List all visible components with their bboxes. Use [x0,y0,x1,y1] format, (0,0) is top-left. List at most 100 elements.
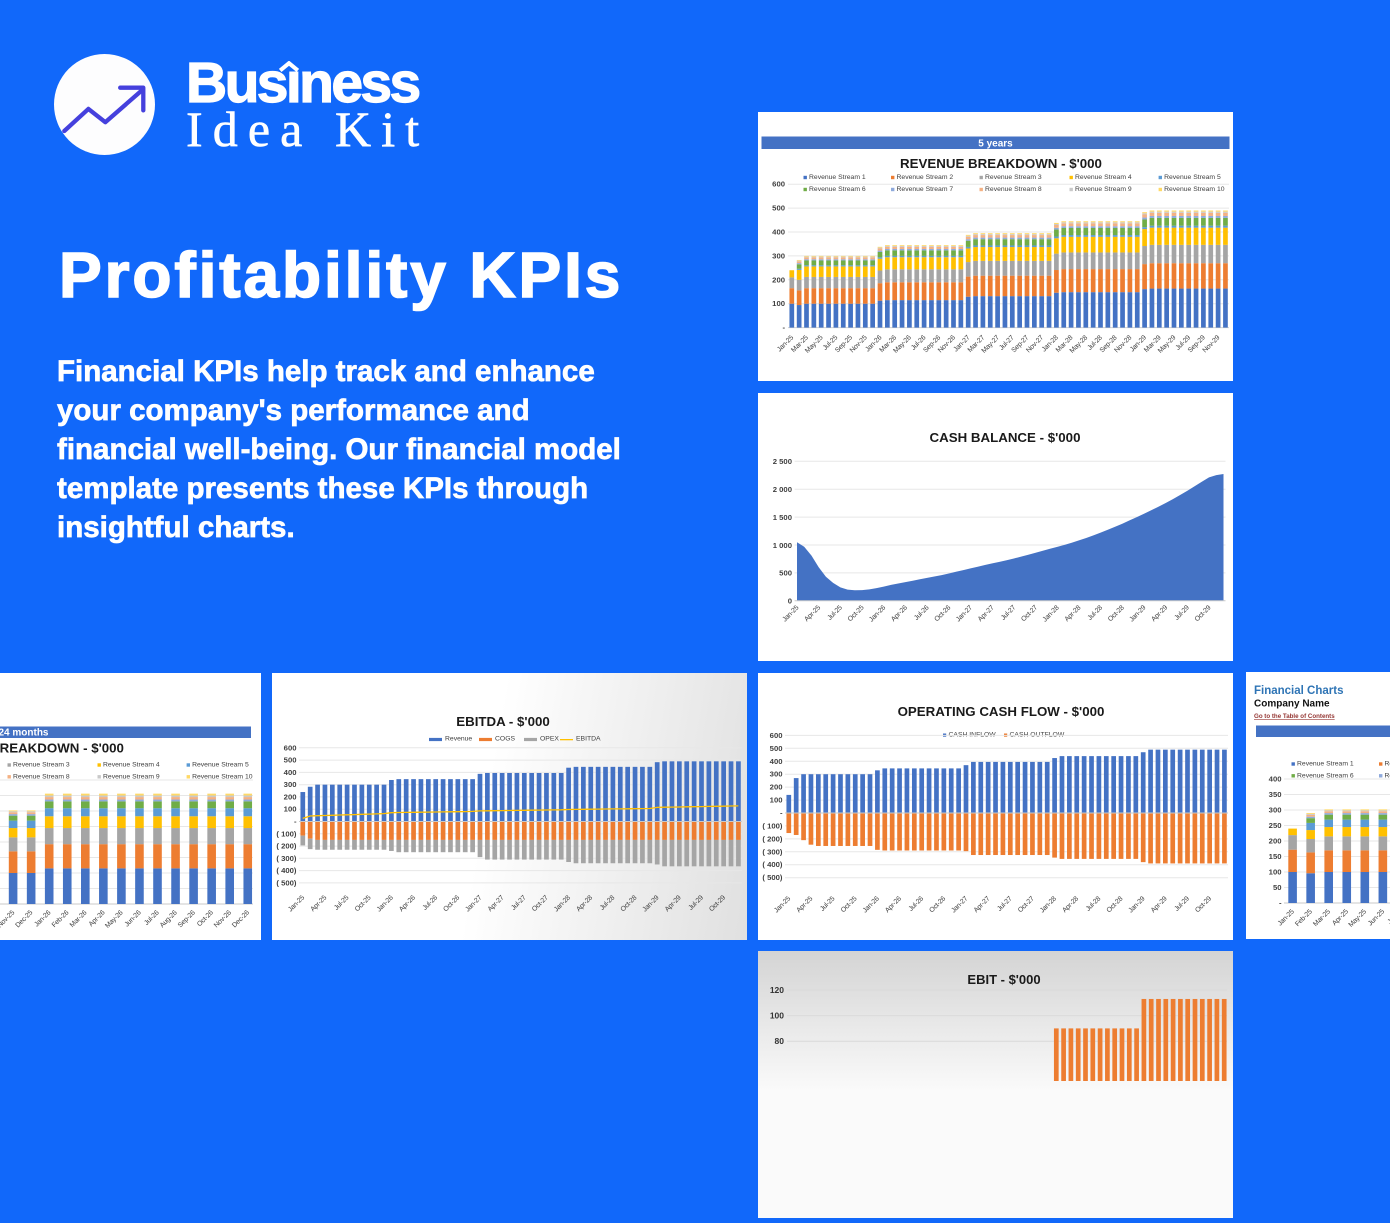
svg-text:120: 120 [770,985,784,995]
svg-text:Apr-29: Apr-29 [1150,604,1169,623]
svg-text:Apr-26: Apr-26 [398,894,417,913]
svg-text:CASH BALANCE - $'000: CASH BALANCE - $'000 [930,430,1081,445]
svg-text:Apr-28: Apr-28 [575,894,594,913]
svg-text:Oct-26: Oct-26 [928,895,947,914]
svg-text:Revenue Stream 8: Revenue Stream 8 [985,186,1042,193]
svg-text:EBITDA - $'000: EBITDA - $'000 [456,714,550,729]
svg-text:Revenue Stream 8: Revenue Stream 8 [13,773,70,780]
svg-text:400: 400 [1269,774,1282,783]
svg-text:Jun-25: Jun-25 [1367,908,1386,927]
svg-text:300: 300 [1269,805,1282,814]
svg-text:Oct-26: Oct-26 [196,909,215,928]
svg-text:Apr-29: Apr-29 [1150,895,1169,914]
svg-text:600: 600 [770,730,783,739]
svg-text:Oct-28: Oct-28 [1106,895,1125,914]
svg-text:100: 100 [770,795,783,804]
svg-text:Oct-25: Oct-25 [847,604,866,623]
svg-text:Jul-27: Jul-27 [1000,604,1018,622]
svg-text:Revenue Stream 9: Revenue Stream 9 [103,773,160,780]
svg-text:Nov-25: Nov-25 [0,909,16,929]
svg-text:Jul-26: Jul-26 [422,894,440,912]
svg-text:Oct-28: Oct-28 [1107,604,1126,623]
svg-text:Jan-26: Jan-26 [33,909,52,928]
svg-text:-: - [294,817,297,826]
svg-text:200: 200 [772,275,785,284]
svg-text:-: - [780,808,783,817]
svg-text:Revenue: Revenue [445,735,472,742]
svg-text:250: 250 [1269,821,1282,830]
svg-text:150: 150 [1269,852,1282,861]
svg-text:( 400): ( 400) [276,866,297,875]
svg-text:Apr-26: Apr-26 [884,895,903,914]
svg-text:Jan-25: Jan-25 [287,894,306,913]
svg-text:Sep-26: Sep-26 [177,909,197,929]
svg-text:Revenue Stream 3: Revenue Stream 3 [13,761,70,768]
svg-text:Jan-26: Jan-26 [868,604,887,623]
svg-text:REVENUE BREAKDOWN - $'000: REVENUE BREAKDOWN - $'000 [900,156,1102,171]
svg-text:Revenue Stream 10: Revenue Stream 10 [192,773,253,780]
svg-text:300: 300 [772,251,785,260]
svg-text:( 100): ( 100) [762,821,783,830]
svg-text:400: 400 [770,756,783,765]
svg-text:5 years: 5 years [978,138,1013,149]
svg-text:Dec-25: Dec-25 [14,909,34,929]
svg-text:Oct-27: Oct-27 [1017,895,1036,914]
svg-text:Jul-27: Jul-27 [996,895,1014,913]
svg-text:500: 500 [779,568,792,577]
svg-text:2 000: 2 000 [773,485,792,494]
svg-text:EBITDA: EBITDA [576,735,601,742]
svg-text:Jan-29: Jan-29 [642,894,661,913]
svg-text:Oct-28: Oct-28 [620,894,639,913]
svg-text:Jul-28: Jul-28 [599,894,617,912]
svg-text:Financial Charts: Financial Charts [1254,685,1343,697]
svg-text:Revenue Stream 4: Revenue Stream 4 [1075,174,1132,181]
svg-text:300: 300 [284,780,297,789]
svg-text:Aug-26: Aug-26 [159,909,179,929]
svg-text:Oct-27: Oct-27 [531,894,550,913]
svg-text:Revenue Stream 6: Revenue Stream 6 [809,186,866,193]
svg-text:Go to the Table of Contents: Go to the Table of Contents [1254,713,1335,720]
svg-text:350: 350 [1269,790,1282,799]
svg-text:Jul-25: Jul-25 [333,894,351,912]
svg-text:OPEX: OPEX [540,735,559,742]
svg-text:Jul-29: Jul-29 [1173,604,1191,622]
svg-text:Jan-27: Jan-27 [955,604,974,623]
svg-text:Revenue Stream 6: Revenue Stream 6 [1297,772,1354,779]
svg-text:24 months: 24 months [0,727,49,738]
svg-text:Revenue Stream 1: Revenue Stream 1 [1297,760,1354,767]
svg-text:500: 500 [284,755,297,764]
svg-text:COGS: COGS [495,735,515,742]
svg-text:Jan-26: Jan-26 [862,895,881,914]
svg-text:( 500): ( 500) [276,878,297,887]
svg-text:Jan-29: Jan-29 [1128,895,1147,914]
svg-text:Oct-26: Oct-26 [933,604,952,623]
svg-text:100: 100 [284,804,297,813]
svg-text:Revenue Stream 7: Revenue Stream 7 [897,186,954,193]
svg-text:100: 100 [770,1011,784,1021]
svg-text:Revenue Stream 7: Revenue Stream 7 [1385,772,1390,779]
svg-text:Apr-27: Apr-27 [973,895,992,914]
svg-text:Jul-26: Jul-26 [908,895,926,913]
svg-text:( 300): ( 300) [762,847,783,856]
svg-text:Dec-26: Dec-26 [231,909,251,929]
svg-text:Jul-25: Jul-25 [1387,908,1390,926]
svg-text:Jan-27: Jan-27 [950,895,969,914]
svg-text:Mar-25: Mar-25 [1312,908,1332,928]
svg-text:100: 100 [772,299,785,308]
svg-text:( 200): ( 200) [762,834,783,843]
svg-text:Jul-29: Jul-29 [1173,895,1191,913]
svg-text:Revenue Stream 5: Revenue Stream 5 [192,761,249,768]
svg-text:( 500): ( 500) [762,873,783,882]
svg-text:Jul-28: Jul-28 [1085,895,1103,913]
svg-text:300: 300 [770,769,783,778]
svg-text:( 400): ( 400) [762,860,783,869]
svg-text:Jan-28: Jan-28 [1042,604,1061,623]
svg-text:Oct-29: Oct-29 [708,894,727,913]
svg-text:Apr-25: Apr-25 [795,895,814,914]
svg-text:Nov-26: Nov-26 [213,909,233,929]
svg-text:Revenue Stream 1: Revenue Stream 1 [809,174,866,181]
svg-text:Jan-28: Jan-28 [1039,895,1058,914]
svg-text:Apr-25: Apr-25 [309,894,328,913]
svg-text:Apr-28: Apr-28 [1061,895,1080,914]
svg-text:Oct-25: Oct-25 [354,894,373,913]
